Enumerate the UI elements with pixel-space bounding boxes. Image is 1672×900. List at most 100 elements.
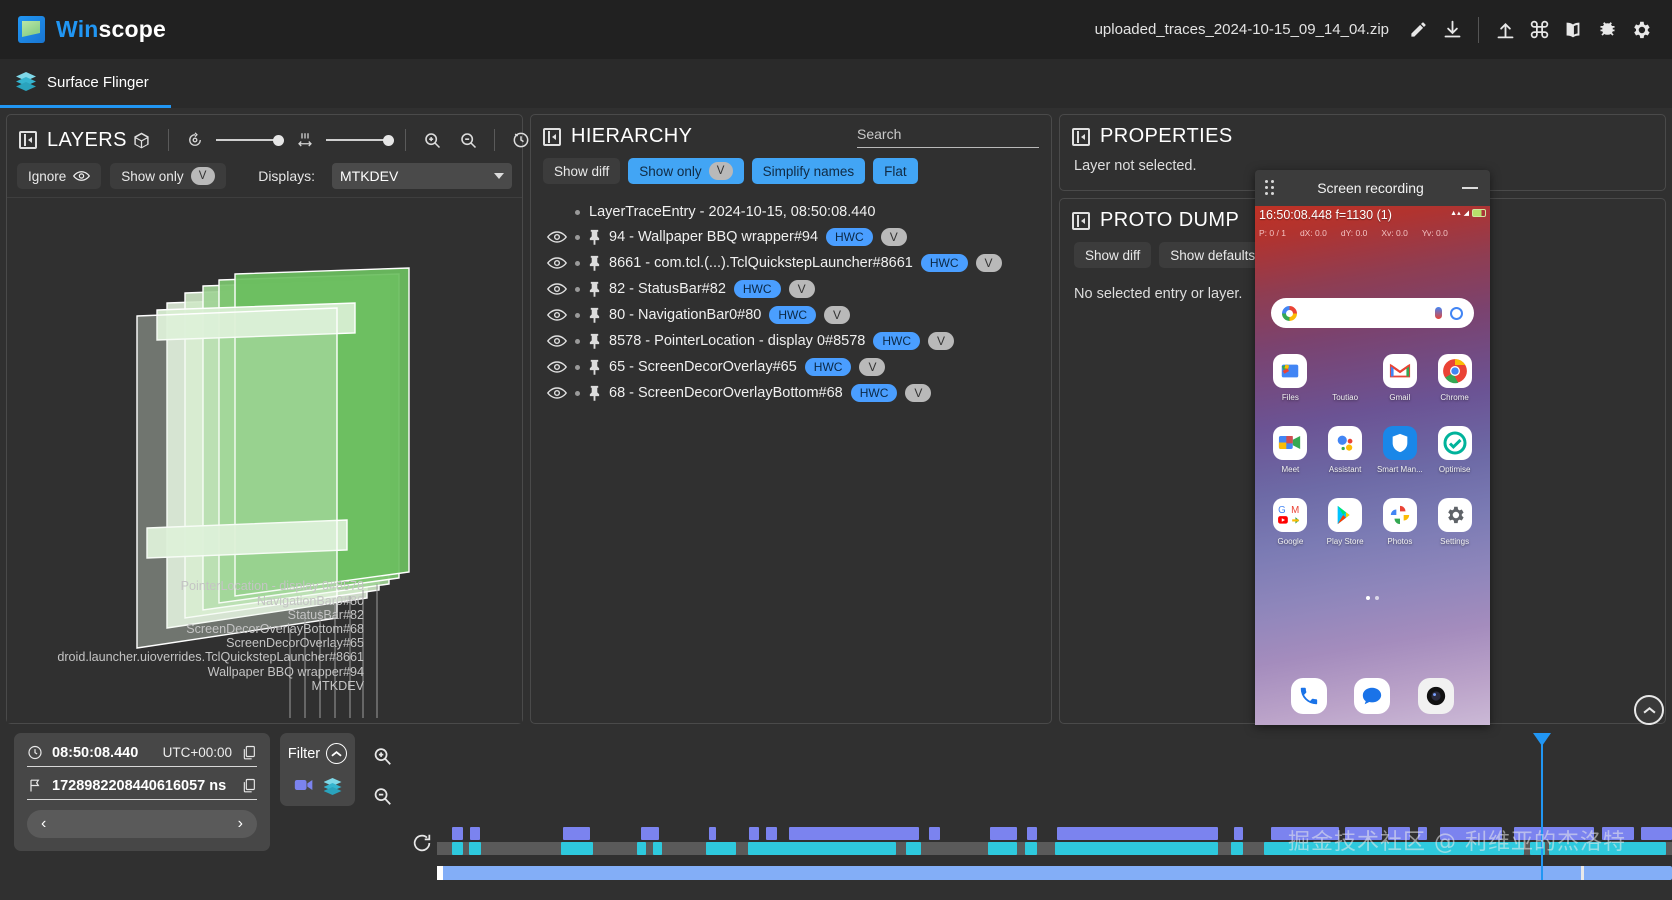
visibility-badge[interactable]: V <box>788 280 815 298</box>
settings-gear-icon[interactable] <box>1624 13 1658 47</box>
timeline-scrollbar[interactable] <box>437 866 1672 880</box>
timeline-segment[interactable] <box>749 827 760 840</box>
visibility-eye-icon[interactable] <box>547 386 567 400</box>
phone-icon[interactable] <box>1290 678 1327 714</box>
hwc-badge[interactable]: HWC <box>804 358 852 376</box>
timeline-segment[interactable] <box>451 842 463 855</box>
screen-recording-video[interactable]: 16:50:08.448 f=1130 (1) ▲▴ ◢ P: 0 / 1 dX:… <box>1255 206 1490 725</box>
microphone-icon[interactable] <box>1435 307 1442 319</box>
visibility-eye-icon[interactable] <box>547 230 567 244</box>
visibility-eye-icon[interactable] <box>547 282 567 296</box>
app-shortcut[interactable]: Gmail <box>1377 354 1423 402</box>
timeline-playhead[interactable] <box>1532 733 1551 880</box>
google-search-bar[interactable] <box>1271 298 1474 328</box>
timeline-segment[interactable] <box>470 827 481 840</box>
timeline-segment[interactable] <box>1027 827 1038 840</box>
timeline-segment[interactable] <box>1270 827 1339 840</box>
google-lens-icon[interactable] <box>1450 306 1463 320</box>
timeline-segment[interactable] <box>788 827 919 840</box>
hwc-badge[interactable]: HWC <box>850 384 898 402</box>
visibility-eye-icon[interactable] <box>547 334 567 348</box>
app-shortcut[interactable]: Optimise <box>1432 426 1478 474</box>
timeline-segment[interactable] <box>1641 827 1672 840</box>
timeline-segment[interactable] <box>653 842 662 855</box>
timeline-segment[interactable] <box>451 827 463 840</box>
visibility-badge[interactable]: V <box>905 384 932 402</box>
timeline-segment[interactable] <box>1513 827 1595 840</box>
screen-recording-window[interactable]: Screen recording 16:50:08.448 f=1130 (1)… <box>1255 170 1490 725</box>
copy-icon[interactable] <box>241 744 257 761</box>
collapse-panel-icon[interactable] <box>543 127 561 146</box>
show-only-chip[interactable]: Show only V <box>628 158 744 184</box>
meet-icon[interactable] <box>1273 426 1308 460</box>
gmail-icon[interactable] <box>1382 354 1417 388</box>
restore-view-icon[interactable] <box>506 125 536 155</box>
proto-show-diff-button[interactable]: Show diff <box>1074 242 1152 268</box>
pin-icon[interactable] <box>588 385 601 402</box>
zoom-out-icon[interactable] <box>453 125 483 155</box>
timeline-segment[interactable] <box>1264 842 1524 855</box>
show-diff-chip[interactable]: Show diff <box>543 158 621 184</box>
prev-entry-button[interactable]: ‹ <box>41 815 47 832</box>
next-entry-button[interactable]: › <box>237 815 243 832</box>
expand-timeline-icon[interactable] <box>1634 695 1664 725</box>
timeline-segment[interactable] <box>708 827 717 840</box>
timeline-segment[interactable] <box>928 827 940 840</box>
messages-icon[interactable] <box>1354 678 1391 714</box>
hwc-badge[interactable]: HWC <box>826 228 873 246</box>
download-icon[interactable] <box>1435 13 1469 47</box>
pin-icon[interactable] <box>588 229 601 246</box>
tree-row[interactable]: 94 - Wallpaper BBQ wrapper#94 HWC V <box>531 224 1051 250</box>
timeline-segment[interactable] <box>990 827 1018 840</box>
reset-zoom-icon[interactable] <box>411 832 433 854</box>
timeline-segment[interactable] <box>1439 827 1502 840</box>
app-shortcut[interactable]: Smart Man... <box>1377 426 1423 474</box>
screen-recording-icon[interactable] <box>294 778 314 792</box>
visibility-eye-icon[interactable] <box>547 256 567 270</box>
drag-handle-icon[interactable] <box>1265 180 1279 196</box>
collapse-panel-icon[interactable] <box>1072 127 1090 146</box>
zoom-in-icon[interactable] <box>417 125 447 155</box>
hwc-badge[interactable]: HWC <box>769 306 817 324</box>
visibility-eye-icon[interactable] <box>547 308 567 322</box>
tree-root-row[interactable]: LayerTraceEntry - 2024-10-15, 08:50:08.4… <box>531 200 1051 224</box>
camera-icon[interactable] <box>1418 678 1455 714</box>
hierarchy-search[interactable] <box>857 126 1039 148</box>
visibility-badge[interactable]: V <box>859 358 886 376</box>
hwc-badge[interactable]: HWC <box>920 254 968 272</box>
photos-icon[interactable] <box>1382 498 1417 532</box>
dock-shortcut[interactable] <box>1349 678 1395 719</box>
tab-surface-flinger[interactable]: Surface Flinger <box>0 59 171 108</box>
visibility-badge[interactable]: V <box>824 306 851 324</box>
visibility-badge[interactable]: V <box>880 228 907 246</box>
dock-shortcut[interactable] <box>1286 678 1332 719</box>
app-shortcut[interactable]: Play Store <box>1322 498 1368 546</box>
timeline-segment[interactable] <box>1024 842 1038 855</box>
tree-row[interactable]: 68 - ScreenDecorOverlayBottom#68 HWC V <box>531 380 1051 406</box>
chrome-icon[interactable] <box>1437 354 1472 388</box>
spacing-slider[interactable] <box>325 134 394 146</box>
filter-title-row[interactable]: Filter <box>280 743 355 764</box>
timeline-segment[interactable] <box>1231 842 1244 855</box>
tree-row[interactable]: 8578 - PointerLocation - display 0#8578 H… <box>531 328 1051 354</box>
assistant-icon[interactable] <box>1328 426 1363 460</box>
proto-show-defaults-button[interactable]: Show defaults <box>1159 242 1267 268</box>
tree-row[interactable]: 65 - ScreenDecorOverlay#65 HWC V <box>531 354 1051 380</box>
search-input[interactable] <box>857 126 1039 142</box>
timeline-tracks[interactable] <box>409 695 1672 893</box>
collapse-panel-icon[interactable] <box>1072 211 1090 230</box>
timeline-segment[interactable] <box>1056 827 1218 840</box>
optimise-icon[interactable] <box>1437 426 1472 460</box>
app-shortcut[interactable]: Assistant <box>1322 426 1368 474</box>
app-shortcut[interactable]: Chrome <box>1432 354 1478 402</box>
timeline-segment[interactable] <box>1054 842 1218 855</box>
app-shortcut[interactable]: Photos <box>1377 498 1423 546</box>
visibility-eye-icon[interactable] <box>547 360 567 374</box>
timeline-segment[interactable] <box>906 842 922 855</box>
app-shortcut[interactable]: Meet <box>1267 426 1313 474</box>
pin-icon[interactable] <box>588 307 601 324</box>
pin-icon[interactable] <box>588 281 601 298</box>
simplify-names-chip[interactable]: Simplify names <box>751 158 866 184</box>
play-store-icon[interactable] <box>1328 498 1363 532</box>
